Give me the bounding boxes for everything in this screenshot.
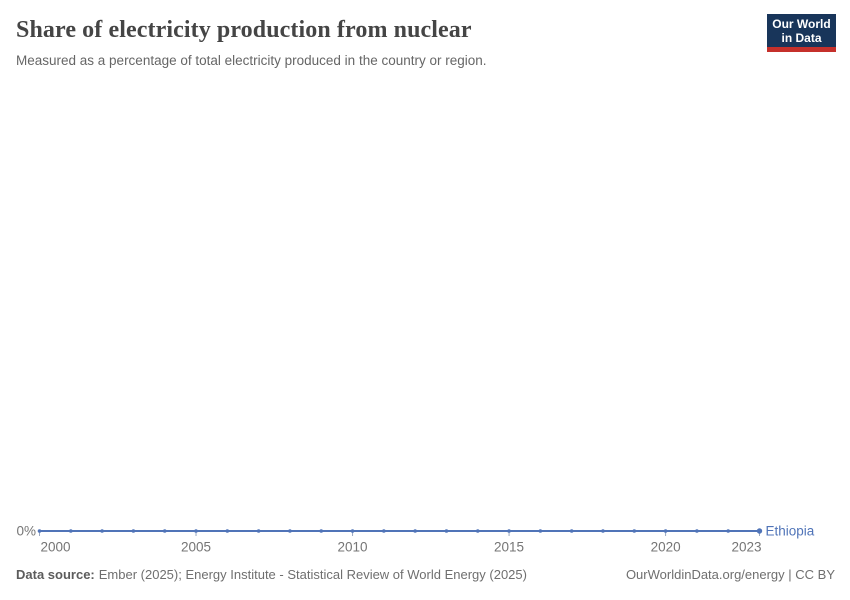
y-axis-label: 0% <box>16 524 36 539</box>
data-point <box>194 529 198 533</box>
data-point <box>726 529 730 533</box>
data-point <box>162 529 167 533</box>
data-point <box>507 529 511 533</box>
owid-logo-line2: in Data <box>781 31 822 45</box>
data-point <box>475 529 480 533</box>
data-point <box>350 529 355 533</box>
data-point <box>413 529 417 533</box>
data-point <box>100 529 104 533</box>
data-point <box>601 529 605 533</box>
entity-label-ethiopia: Ethiopia <box>766 524 815 539</box>
x-axis-label: 2010 <box>338 540 368 555</box>
x-axis-label: 2005 <box>181 540 211 555</box>
data-point <box>288 529 292 533</box>
data-point <box>538 529 543 533</box>
data-source-label: Data source: <box>16 567 95 582</box>
owid-logo-red-bar <box>767 47 836 52</box>
data-point <box>382 529 386 533</box>
chart-header: Share of electricity production from nuc… <box>16 14 836 69</box>
data-point <box>663 529 668 533</box>
data-point <box>225 529 230 533</box>
chart-subtitle: Measured as a percentage of total electr… <box>16 53 487 68</box>
data-source-text: Ember (2025); Energy Institute - Statist… <box>98 567 527 582</box>
chart-title: Share of electricity production from nuc… <box>16 17 472 43</box>
data-source-note: Data source: Ember (2025); Energy Institu… <box>16 567 527 583</box>
owid-logo-text: Our World in Data <box>767 14 836 47</box>
owid-logo: Our World in Data <box>767 14 836 52</box>
data-point <box>69 529 73 533</box>
data-point <box>319 529 324 533</box>
footer-attribution: OurWorldinData.org/energy | CC BY <box>625 567 835 582</box>
x-axis-label: 2015 <box>494 540 524 555</box>
data-point <box>444 529 449 533</box>
owid-logo-line1: Our World <box>772 17 831 31</box>
chart-footer: Data source: Ember (2025); Energy Institu… <box>16 567 835 583</box>
data-point <box>632 529 637 533</box>
x-axis-label: 2023 <box>731 540 761 555</box>
data-point <box>695 529 699 533</box>
data-point-end <box>756 528 763 534</box>
x-axis-label: 2020 <box>651 540 681 555</box>
x-axis-label: 2000 <box>41 540 71 555</box>
data-point <box>131 529 136 533</box>
data-point <box>256 529 261 533</box>
data-point <box>569 529 574 533</box>
data-point <box>37 529 42 533</box>
